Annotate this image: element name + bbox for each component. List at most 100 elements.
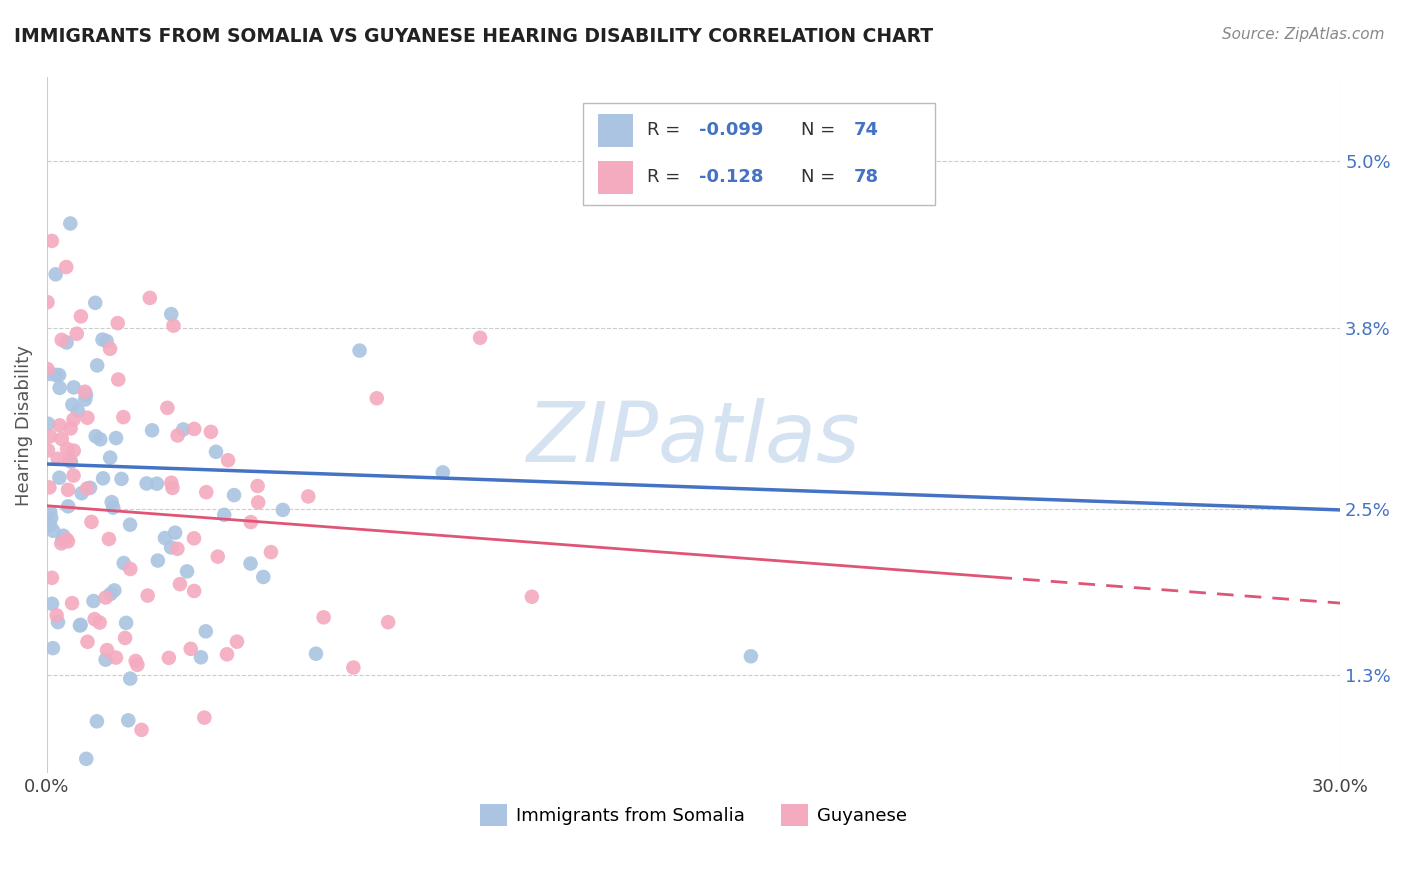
Text: Source: ZipAtlas.com: Source: ZipAtlas.com [1222,27,1385,42]
Point [183,584,205,599]
Point [42,641,65,656]
Point [271,503,294,517]
Point [75,388,97,402]
Point [160,541,183,555]
Point [105,431,128,445]
Point [162,318,184,333]
Point [120,517,142,532]
Point [75,752,97,766]
Point [349,343,371,358]
Point [112,410,135,425]
Point [42,524,65,538]
Point [84,295,107,310]
Point [117,714,139,728]
Text: N =: N = [801,121,841,139]
Point [146,476,169,491]
Point [212,508,235,522]
Point [62,443,84,458]
Point [205,445,228,459]
Point [247,495,270,509]
FancyBboxPatch shape [583,103,935,205]
Point [94,653,117,667]
Point [377,615,399,629]
Text: 74: 74 [855,121,879,139]
Point [246,479,269,493]
Point [100,495,122,509]
Point [98,450,121,465]
Point [37,295,59,310]
Point [51,533,73,548]
Point [432,466,454,480]
Point [153,531,176,545]
Point [39,518,62,533]
Point [141,423,163,437]
Point [41,597,63,611]
Point [96,643,118,657]
Point [166,541,188,556]
Point [73,384,96,399]
Point [62,468,84,483]
Point [83,612,105,626]
Point [46,615,69,629]
Point [135,476,157,491]
Point [160,307,183,321]
Point [76,410,98,425]
Point [55,260,77,274]
Point [56,442,79,456]
Point [45,368,67,382]
Point [115,615,138,630]
Point [100,587,122,601]
Point [45,268,67,282]
Point [51,432,73,446]
Point [207,549,229,564]
Point [200,425,222,439]
Point [165,525,187,540]
Point [172,422,194,436]
Point [156,401,179,415]
Point [180,641,202,656]
Point [112,556,135,570]
Point [160,475,183,490]
Point [183,531,205,545]
Point [103,583,125,598]
Point [239,515,262,529]
Point [96,334,118,348]
Point [60,596,83,610]
Point [79,481,101,495]
Point [76,634,98,648]
Point [91,471,114,485]
Point [48,418,70,433]
Point [66,326,89,341]
Point [176,565,198,579]
Point [39,429,62,443]
Point [70,486,93,500]
Point [69,618,91,632]
Point [520,590,543,604]
Point [39,511,62,525]
Point [86,359,108,373]
Point [45,608,67,623]
Text: IMMIGRANTS FROM SOMALIA VS GUYANESE HEARING DISABILITY CORRELATION CHART: IMMIGRANTS FROM SOMALIA VS GUYANESE HEAR… [14,27,934,45]
Point [222,488,245,502]
Point [157,650,180,665]
Point [98,342,121,356]
Text: -0.128: -0.128 [700,169,763,186]
Y-axis label: Hearing Disability: Hearing Disability [15,344,32,506]
Point [217,453,239,467]
Point [740,649,762,664]
Point [103,500,125,515]
Point [62,380,84,394]
Bar [598,161,633,194]
Text: N =: N = [801,169,841,186]
Point [58,453,80,467]
Point [193,710,215,724]
Point [215,648,238,662]
Point [91,333,114,347]
Point [468,331,491,345]
Point [107,316,129,330]
Point [48,368,70,382]
Point [48,381,70,395]
Point [86,714,108,729]
Point [56,483,79,497]
Point [297,490,319,504]
